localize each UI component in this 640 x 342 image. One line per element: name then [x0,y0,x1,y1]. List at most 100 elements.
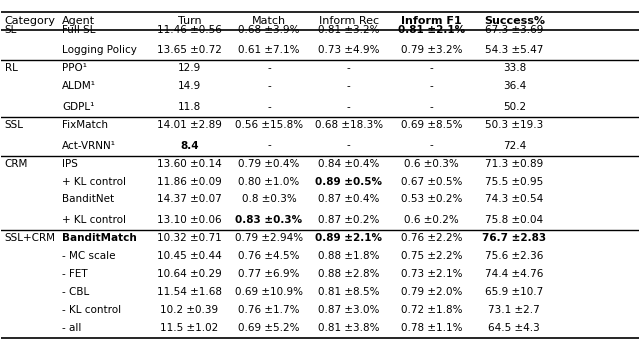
Text: 0.76 ±4.5%: 0.76 ±4.5% [238,251,300,261]
Text: BanditNet: BanditNet [62,195,114,205]
Text: - MC scale: - MC scale [62,251,115,261]
Text: Logging Policy: Logging Policy [62,45,137,55]
Text: 54.3 ±5.47: 54.3 ±5.47 [485,45,543,55]
Text: 0.79 ±2.94%: 0.79 ±2.94% [235,233,303,243]
Text: 10.32 ±0.71: 10.32 ±0.71 [157,233,221,243]
Text: 13.65 ±0.72: 13.65 ±0.72 [157,45,222,55]
Text: 12.9: 12.9 [178,63,201,73]
Text: 0.69 ±10.9%: 0.69 ±10.9% [235,287,303,297]
Text: 11.46 ±0.56: 11.46 ±0.56 [157,25,222,35]
Text: 11.86 ±0.09: 11.86 ±0.09 [157,176,221,186]
Text: 0.6 ±0.2%: 0.6 ±0.2% [404,215,459,225]
Text: Full SL: Full SL [62,25,95,35]
Text: -: - [347,102,351,112]
Text: + KL control: + KL control [62,176,126,186]
Text: 0.87 ±0.2%: 0.87 ±0.2% [318,215,380,225]
Text: 14.9: 14.9 [178,81,201,91]
Text: 0.79 ±2.0%: 0.79 ±2.0% [401,287,462,297]
Text: 0.68 ±18.3%: 0.68 ±18.3% [315,120,383,130]
Text: 14.37 ±0.07: 14.37 ±0.07 [157,195,221,205]
Text: 0.83 ±0.3%: 0.83 ±0.3% [236,215,303,225]
Text: SSL: SSL [4,120,24,130]
Text: 0.89 ±0.5%: 0.89 ±0.5% [315,176,382,186]
Text: 0.81 ±3.2%: 0.81 ±3.2% [318,25,380,35]
Text: - KL control: - KL control [62,305,121,315]
Text: 0.89 ±2.1%: 0.89 ±2.1% [315,233,382,243]
Text: Turn: Turn [177,15,201,26]
Text: 0.72 ±1.8%: 0.72 ±1.8% [401,305,462,315]
Text: SL: SL [4,25,17,35]
Text: 0.81 ±3.8%: 0.81 ±3.8% [318,323,380,333]
Text: Category: Category [4,15,56,26]
Text: 0.69 ±5.2%: 0.69 ±5.2% [238,323,300,333]
Text: 0.80 ±1.0%: 0.80 ±1.0% [238,176,300,186]
Text: 0.87 ±3.0%: 0.87 ±3.0% [318,305,380,315]
Text: 0.68 ±3.9%: 0.68 ±3.9% [238,25,300,35]
Text: 10.45 ±0.44: 10.45 ±0.44 [157,251,221,261]
Text: 74.4 ±4.76: 74.4 ±4.76 [485,269,543,279]
Text: Act-VRNN¹: Act-VRNN¹ [62,141,116,150]
Text: 0.77 ±6.9%: 0.77 ±6.9% [238,269,300,279]
Text: 0.81 ±8.5%: 0.81 ±8.5% [318,287,380,297]
Text: -: - [347,81,351,91]
Text: - all: - all [62,323,81,333]
Text: Success%: Success% [484,15,545,26]
Text: 33.8: 33.8 [503,63,526,73]
Text: 50.2: 50.2 [503,102,526,112]
Text: 0.76 ±2.2%: 0.76 ±2.2% [401,233,462,243]
Text: -: - [267,81,271,91]
Text: GDPL¹: GDPL¹ [62,102,94,112]
Text: 0.6 ±0.3%: 0.6 ±0.3% [404,159,459,169]
Text: -: - [429,141,433,150]
Text: PPO¹: PPO¹ [62,63,87,73]
Text: 0.78 ±1.1%: 0.78 ±1.1% [401,323,462,333]
Text: 11.54 ±1.68: 11.54 ±1.68 [157,287,222,297]
Text: 0.67 ±0.5%: 0.67 ±0.5% [401,176,462,186]
Text: 75.8 ±0.04: 75.8 ±0.04 [485,215,543,225]
Text: 0.76 ±1.7%: 0.76 ±1.7% [238,305,300,315]
Text: CRM: CRM [4,159,28,169]
Text: 0.69 ±8.5%: 0.69 ±8.5% [401,120,462,130]
Text: 75.5 ±0.95: 75.5 ±0.95 [485,176,543,186]
Text: 50.3 ±19.3: 50.3 ±19.3 [485,120,543,130]
Text: BanditMatch: BanditMatch [62,233,137,243]
Text: 0.79 ±3.2%: 0.79 ±3.2% [401,45,462,55]
Text: 64.5 ±4.3: 64.5 ±4.3 [488,323,540,333]
Text: Match: Match [252,15,286,26]
Text: 75.6 ±2.36: 75.6 ±2.36 [485,251,543,261]
Text: FixMatch: FixMatch [62,120,108,130]
Text: -: - [429,63,433,73]
Text: 0.56 ±15.8%: 0.56 ±15.8% [235,120,303,130]
Text: 0.81 ±2.1%: 0.81 ±2.1% [398,25,465,35]
Text: 0.73 ±4.9%: 0.73 ±4.9% [318,45,380,55]
Text: -: - [429,81,433,91]
Text: 0.61 ±7.1%: 0.61 ±7.1% [238,45,300,55]
Text: -: - [347,141,351,150]
Text: IPS: IPS [62,159,78,169]
Text: - FET: - FET [62,269,88,279]
Text: 0.88 ±2.8%: 0.88 ±2.8% [318,269,380,279]
Text: Agent: Agent [62,15,95,26]
Text: 0.88 ±1.8%: 0.88 ±1.8% [318,251,380,261]
Text: RL: RL [4,63,17,73]
Text: -: - [267,102,271,112]
Text: -: - [267,141,271,150]
Text: 13.60 ±0.14: 13.60 ±0.14 [157,159,221,169]
Text: Inform F1: Inform F1 [401,15,462,26]
Text: 0.53 ±0.2%: 0.53 ±0.2% [401,195,462,205]
Text: 10.2 ±0.39: 10.2 ±0.39 [160,305,218,315]
Text: 10.64 ±0.29: 10.64 ±0.29 [157,269,221,279]
Text: 0.8 ±0.3%: 0.8 ±0.3% [242,195,296,205]
Text: Inform Rec: Inform Rec [319,15,379,26]
Text: 0.75 ±2.2%: 0.75 ±2.2% [401,251,462,261]
Text: -: - [429,102,433,112]
Text: + KL control: + KL control [62,215,126,225]
Text: 67.3 ±3.69: 67.3 ±3.69 [485,25,543,35]
Text: 65.9 ±10.7: 65.9 ±10.7 [485,287,543,297]
Text: ALDM¹: ALDM¹ [62,81,96,91]
Text: SSL+CRM: SSL+CRM [4,233,56,243]
Text: 11.8: 11.8 [178,102,201,112]
Text: 14.01 ±2.89: 14.01 ±2.89 [157,120,222,130]
Text: -: - [347,63,351,73]
Text: 71.3 ±0.89: 71.3 ±0.89 [485,159,543,169]
